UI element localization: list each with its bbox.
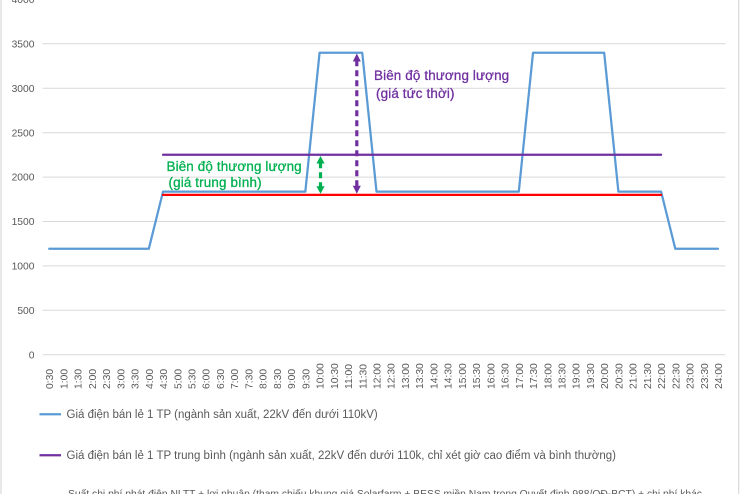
svg-text:21:00: 21:00 (629, 363, 640, 389)
svg-text:Giá điện bán lẻ 1 TP (ngành sả: Giá điện bán lẻ 1 TP (ngành sản xuất, 22… (67, 409, 378, 421)
svg-text:7:30: 7:30 (244, 369, 255, 389)
svg-text:13:00: 13:00 (401, 363, 412, 389)
svg-text:22:30: 22:30 (671, 363, 682, 389)
svg-text:2500: 2500 (12, 128, 35, 139)
svg-text:8:00: 8:00 (259, 369, 270, 389)
svg-text:18:00: 18:00 (543, 363, 554, 389)
svg-text:9:30: 9:30 (301, 369, 312, 389)
svg-text:8:30: 8:30 (273, 369, 284, 389)
svg-text:(giá trung bình): (giá trung bình) (169, 175, 262, 190)
svg-text:16:00: 16:00 (486, 363, 497, 389)
svg-text:17:30: 17:30 (529, 363, 540, 389)
svg-text:12:30: 12:30 (387, 363, 398, 389)
svg-text:Biên độ thương lượng: Biên độ thương lượng (167, 159, 302, 174)
svg-text:14:00: 14:00 (429, 363, 440, 389)
svg-text:12:00: 12:00 (372, 363, 383, 389)
svg-text:Biên độ thương lượng: Biên độ thương lượng (374, 68, 509, 83)
svg-text:1:30: 1:30 (74, 369, 85, 389)
svg-text:24:00: 24:00 (714, 363, 725, 389)
svg-text:3000: 3000 (12, 84, 35, 95)
svg-text:11:30: 11:30 (358, 364, 369, 389)
svg-text:20:30: 20:30 (614, 363, 625, 389)
svg-text:23:30: 23:30 (700, 363, 711, 389)
svg-text:3500: 3500 (12, 39, 35, 50)
svg-text:16:30: 16:30 (501, 363, 512, 389)
svg-text:15:30: 15:30 (472, 363, 483, 389)
svg-text:6:30: 6:30 (216, 369, 227, 389)
svg-text:17:00: 17:00 (515, 363, 526, 389)
svg-text:7:00: 7:00 (230, 369, 241, 389)
svg-text:6:00: 6:00 (202, 369, 213, 389)
svg-text:2:00: 2:00 (88, 369, 99, 389)
svg-text:3:00: 3:00 (116, 369, 127, 389)
svg-text:Giá điện bán lẻ 1 TP trung bìn: Giá điện bán lẻ 1 TP trung bình (ngành s… (67, 450, 617, 462)
svg-text:14:30: 14:30 (444, 363, 455, 389)
svg-text:(giá tức thời): (giá tức thời) (376, 86, 455, 101)
svg-text:10:30: 10:30 (330, 363, 341, 389)
svg-text:2:30: 2:30 (102, 369, 113, 389)
svg-text:13:30: 13:30 (415, 363, 426, 389)
svg-text:20:00: 20:00 (600, 363, 611, 389)
svg-text:9:00: 9:00 (287, 369, 298, 389)
svg-text:21:30: 21:30 (643, 363, 654, 389)
svg-text:1000: 1000 (12, 262, 35, 273)
svg-text:4:30: 4:30 (159, 369, 170, 389)
svg-text:22:00: 22:00 (657, 363, 668, 389)
svg-text:10:00: 10:00 (316, 363, 327, 389)
svg-text:500: 500 (17, 306, 34, 317)
svg-text:18:30: 18:30 (557, 363, 568, 389)
svg-text:0: 0 (29, 350, 35, 361)
svg-text:11:00: 11:00 (344, 364, 355, 389)
svg-text:4000: 4000 (12, 0, 35, 6)
svg-text:Suất chi phí phát điện NLTT +: Suất chi phí phát điện NLTT + lợi nhuận … (68, 488, 702, 494)
svg-text:3:30: 3:30 (131, 369, 142, 389)
svg-text:0:30: 0:30 (45, 369, 56, 389)
svg-text:4:00: 4:00 (145, 369, 156, 389)
svg-text:19:00: 19:00 (572, 363, 583, 389)
svg-text:5:00: 5:00 (173, 369, 184, 389)
svg-text:2000: 2000 (12, 173, 35, 184)
svg-text:1:00: 1:00 (59, 369, 70, 389)
svg-text:23:00: 23:00 (686, 363, 697, 389)
svg-text:15:00: 15:00 (458, 363, 469, 389)
svg-text:19:30: 19:30 (586, 363, 597, 389)
svg-text:1500: 1500 (12, 217, 35, 228)
svg-text:5:30: 5:30 (188, 369, 199, 389)
